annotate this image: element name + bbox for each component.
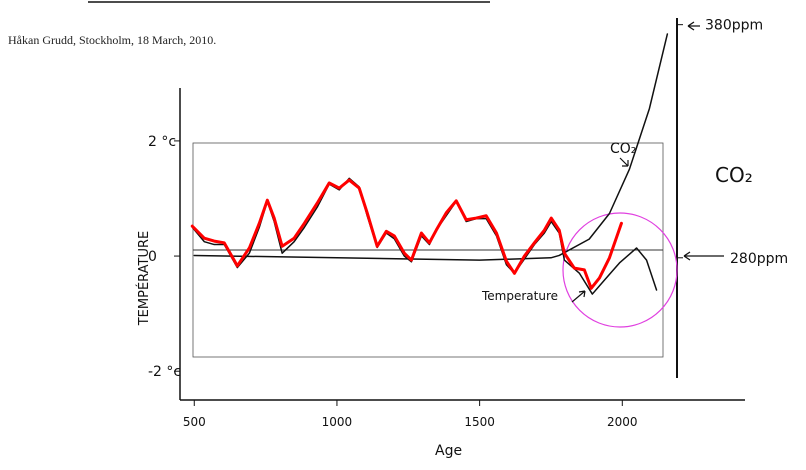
y2-tick-label: 380ppm [705, 18, 763, 34]
y-tick-label: 2 °c [148, 134, 176, 150]
header-text: Håkan Grudd, Stockholm, 18 March, 2010. [8, 33, 216, 47]
y2-tick-label: 280ppm [730, 251, 788, 267]
y-axis-label: TEMPÉRATURE [136, 231, 152, 327]
arrow [619, 157, 629, 167]
x-tick-label: 2000 [607, 415, 638, 429]
series-label: CO₂ [610, 141, 636, 157]
arrow [683, 251, 724, 261]
data-line [190, 178, 623, 290]
x-tick-label: 500 [183, 415, 206, 429]
y-tick-label: 0 [148, 249, 157, 265]
x-tick-label: 1000 [322, 415, 353, 429]
series-label: Temperature [481, 289, 558, 303]
arrow [571, 290, 586, 303]
data-line [193, 33, 669, 261]
y-tick-label: -2 °c [148, 364, 181, 380]
annotation: CO₂ [715, 163, 753, 187]
x-tick-label: 1500 [464, 415, 495, 429]
highlight-circle [562, 212, 678, 328]
arrow [687, 21, 700, 31]
x-axis-label: Age [435, 443, 462, 459]
